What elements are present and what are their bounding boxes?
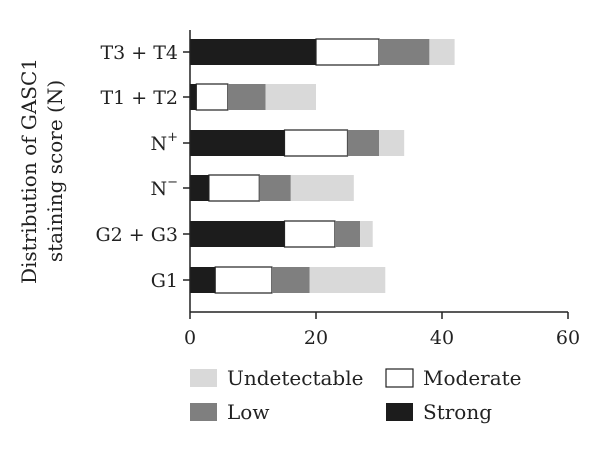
bar-strong-5 xyxy=(190,267,216,293)
bar-moderate-4 xyxy=(283,220,336,248)
y-axis-label-line-1: staining score (N) xyxy=(43,80,67,262)
axes-group xyxy=(189,30,568,313)
bar-moderate-5 xyxy=(214,266,273,294)
category-superscript-3: − xyxy=(167,175,178,190)
bar-low-1 xyxy=(227,84,266,110)
x-tick-label-0: 0 xyxy=(184,327,196,349)
x-tick-label-3: 60 xyxy=(556,327,580,349)
legend-label-moderate: Moderate xyxy=(423,366,522,390)
category-label-4: G2 + G3 xyxy=(95,224,178,246)
legend-swatch-undetectable xyxy=(190,369,217,387)
legend-swatch-moderate xyxy=(385,368,414,388)
category-label-0: T3 + T4 xyxy=(100,42,178,64)
bar-undetectable-4 xyxy=(360,221,373,247)
bar-moderate-0 xyxy=(315,38,380,66)
legend-label-low: Low xyxy=(227,400,269,424)
x-tick-label-2: 40 xyxy=(430,327,454,349)
legend-swatch-strong xyxy=(386,403,413,421)
category-label-3: N− xyxy=(150,175,178,200)
bar-undetectable-1 xyxy=(265,84,316,110)
bar-strong-0 xyxy=(190,39,316,65)
x-tick-label-1: 20 xyxy=(304,327,328,349)
category-label-5: G1 xyxy=(151,270,178,292)
bar-undetectable-2 xyxy=(379,130,405,156)
bar-low-3 xyxy=(259,175,291,201)
bar-strong-2 xyxy=(190,130,285,156)
legend-swatch-low xyxy=(190,403,217,421)
bar-strong-1 xyxy=(190,84,197,110)
legend-label-undetectable: Undetectable xyxy=(227,366,363,390)
category-label-1: T1 + T2 xyxy=(100,87,178,109)
bar-undetectable-5 xyxy=(309,267,386,293)
bar-low-2 xyxy=(347,130,379,156)
y-axis-label: Distribution of GASC1 staining score (N) xyxy=(17,58,67,284)
bar-low-5 xyxy=(271,267,310,293)
category-labels: T3 + T4 T1 + T2 N+ N− G2 + G3 G1 xyxy=(95,42,190,292)
bar-low-0 xyxy=(379,39,430,65)
bar-undetectable-3 xyxy=(290,175,354,201)
bar-moderate-1 xyxy=(195,83,229,111)
category-label-2: N+ xyxy=(150,130,178,155)
x-tick-labels: 0 20 40 60 xyxy=(184,312,580,349)
bar-moderate-2 xyxy=(283,129,349,157)
bar-strong-3 xyxy=(190,175,209,201)
legend: Undetectable Moderate Low Strong xyxy=(190,366,522,424)
y-axis-label-line-0: Distribution of GASC1 xyxy=(17,58,41,284)
legend-label-strong: Strong xyxy=(423,400,492,424)
bar-undetectable-0 xyxy=(429,39,455,65)
bar-moderate-3 xyxy=(208,174,260,202)
bars-group xyxy=(190,38,455,294)
bar-low-4 xyxy=(334,221,361,247)
category-superscript-2: + xyxy=(167,130,178,145)
bar-strong-4 xyxy=(190,221,285,247)
